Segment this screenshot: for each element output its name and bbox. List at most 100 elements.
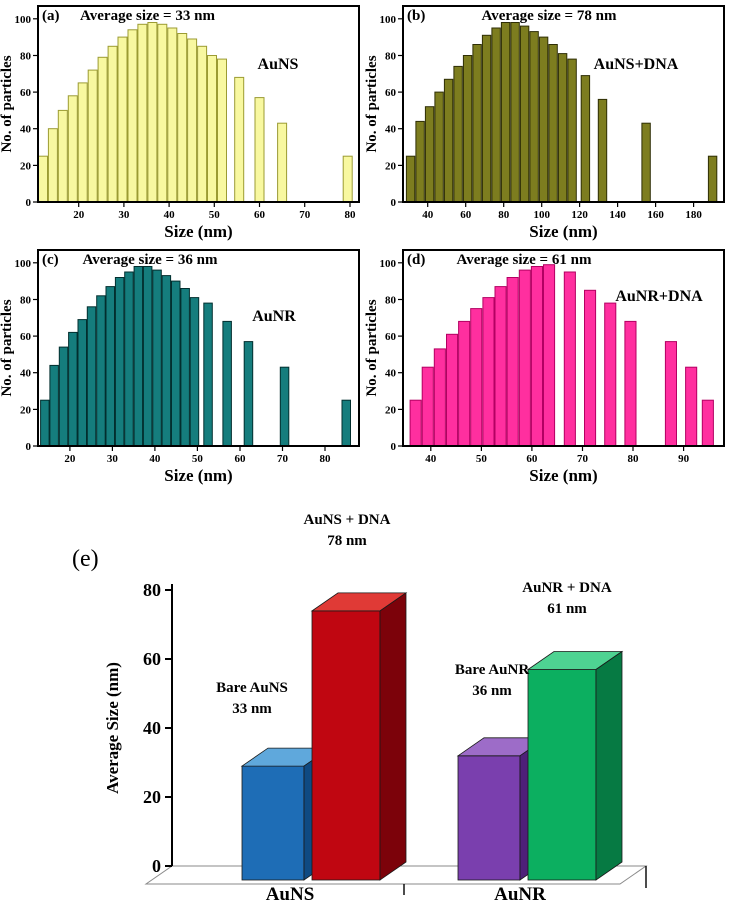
hist-bar [277,122,288,203]
hist-bar [405,155,416,203]
y-tick-label: 20 [385,404,397,416]
x-tick-label: 50 [476,453,488,465]
plot-border [402,5,725,203]
hist-bar [518,269,531,447]
hist-bar [243,341,254,447]
x-axis-label: Size (nm) [164,222,232,241]
hist-bar [49,364,59,447]
x-tick-label: 60 [526,453,538,465]
bar3d-panel-e: 0 20 40 60 80 Average Size (nm) (e) Bare AuNS… [0,488,731,909]
panel-letter-c: (c) [42,252,59,268]
hist-bar [187,38,198,203]
histogram-panel-c: 20 30 40 50 60 70 80 0 20 40 60 80 100 Size (nm) No. o… [0,244,365,488]
bar-annotation-bare-aunr: Bare AuNR 36 nm [422,660,562,702]
hist-bar [342,155,353,203]
hist-bar [279,366,290,447]
y-axis-label: No. of particles [0,55,15,152]
hist-bar [494,286,507,447]
x-tick-label: 80 [320,453,332,465]
hist-bar [207,55,217,203]
y-tick-label: 40 [20,368,32,380]
hist-bar [433,348,446,447]
bar-annotation-aunr-dna: AuNR + DNA 61 nm [497,578,637,620]
hist-bar [604,302,617,447]
hist-bar [117,36,128,203]
y-tick-label: 80 [20,51,32,63]
annotation-value: 78 nm [327,533,367,549]
hist-bar [470,308,483,447]
x-tick-label: 40 [422,209,434,221]
hist-bar [40,399,50,447]
hist-bar [77,319,87,447]
hist-bar [167,27,178,203]
hist-bar [538,36,549,203]
y-axis-label: No. of particles [365,299,380,396]
hist-bar [222,320,232,447]
hist-bar [254,97,265,203]
series-label-aunr-dna: AuNR+DNA [615,288,703,305]
y-tick-label: 60 [385,331,397,343]
annotation-name: Bare AuNS [216,680,288,696]
hist-bar [624,320,637,447]
hist-bar [217,58,227,203]
hist-bar [519,25,530,203]
x-tick-label: 40 [164,209,176,221]
hist-bar [180,288,190,447]
hist-bar [421,366,434,447]
y-tick-label: 40 [385,124,397,136]
hist-bar [77,82,88,203]
hist-bar [152,269,162,447]
hist-bar [415,120,425,203]
panel-letter-a: (a) [42,8,60,24]
histogram-chart-auns: 20 30 40 50 60 70 80 0 20 40 60 80 100 Size (nm) No. o… [0,5,360,241]
y-tick-label: 0 [391,441,397,453]
y-tick-label: 40 [20,124,32,136]
hist-bar [124,271,134,447]
panel-title-a: Average size = 33 nm [80,8,215,24]
y-tick-label: 60 [20,87,32,99]
x-tick-label: 160 [647,209,664,221]
hist-bar [47,128,58,203]
x-tick-label: 60 [460,209,472,221]
y-axis-label: Average Size (nm) [103,662,122,794]
hist-bar [68,331,78,447]
x-tick-label: 80 [628,453,640,465]
hist-bar [86,306,97,447]
hist-bar [446,333,459,447]
hist-bar [137,23,148,203]
hist-bar [458,320,471,447]
y-tick-label: 100 [380,14,397,26]
bar-annotation-bare-auns: Bare AuNS 33 nm [182,678,322,720]
bar-annotation-auns-dna: AuNS + DNA 78 nm [277,510,417,552]
hist-bar [701,399,714,447]
hist-bar [557,53,568,203]
hist-bar [482,297,495,447]
hist-bar [580,75,591,203]
plot-border [37,5,360,203]
hist-bar [234,76,245,203]
panel-letter-e: (e) [72,546,99,572]
x-tick-label: 40 [425,453,437,465]
category-label-aunr: AuNR [494,884,546,905]
annotation-name: AuNR + DNA [522,580,612,596]
hist-bar [500,22,511,203]
hist-bar [57,109,68,203]
hist-bar [548,44,558,203]
x-tick-label: 100 [533,209,550,221]
panel-title-c: Average size = 36 nm [82,252,218,268]
bar-side-face [595,650,623,881]
hist-bar [171,280,181,447]
y-tick-label: 20 [20,404,32,416]
y-tick-label: 100 [15,14,32,26]
bar-side-face [379,592,407,881]
hist-bar [133,266,144,447]
hist-bar [530,266,543,447]
y-tick-label: 80 [385,51,397,63]
hist-bar [543,264,556,447]
annotation-name: Bare AuNR [454,662,530,678]
row-middle: 20 30 40 50 60 70 80 0 20 40 60 80 100 Size (nm) No. o… [0,244,731,488]
x-tick-label: 70 [299,209,311,221]
x-tick-label: 40 [149,453,161,465]
